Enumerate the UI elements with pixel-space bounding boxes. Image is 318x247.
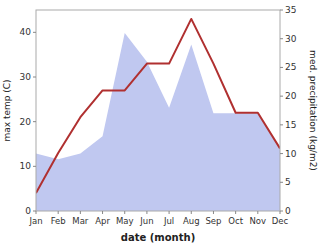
x-tick xyxy=(124,211,125,214)
y2-tick-label: 10 xyxy=(285,149,297,159)
y2-tick-label: 5 xyxy=(285,177,291,187)
y2-tick xyxy=(280,96,283,97)
chart: 0 10 20 30 40 0 5 10 15 20 25 30 35 Jan Feb Mar Apr May Ju… xyxy=(0,0,318,247)
x-tick-label: Jan xyxy=(28,216,42,226)
line xyxy=(36,19,280,193)
plot-frame xyxy=(36,10,280,211)
y-tick xyxy=(33,121,36,122)
x-tick-label: Dec xyxy=(272,216,289,226)
y-tick-label: 30 xyxy=(20,72,32,82)
y2-tick-label: 30 xyxy=(285,34,297,44)
y-tick xyxy=(33,77,36,78)
x-tick-label: Jun xyxy=(139,216,153,226)
x-tick xyxy=(58,211,59,214)
x-tick-label: Mar xyxy=(72,216,89,226)
y2-tick-label: 25 xyxy=(285,62,296,72)
x-tick xyxy=(213,211,214,214)
x-tick xyxy=(235,211,236,214)
x-tick xyxy=(80,211,81,214)
x-tick-label: Oct xyxy=(228,216,243,226)
x-tick xyxy=(102,211,103,214)
y2-tick xyxy=(280,67,283,68)
x-tick-label: Feb xyxy=(51,216,66,226)
y2-tick xyxy=(280,38,283,39)
x-tick-label: Aug xyxy=(183,216,200,226)
x-tick xyxy=(191,211,192,214)
x-tick xyxy=(169,211,170,214)
y-tick xyxy=(33,32,36,33)
x-tick-label: Sep xyxy=(205,216,221,226)
x-tick-label: Nov xyxy=(250,216,267,226)
y2-tick-label: 20 xyxy=(285,91,297,101)
x-tick xyxy=(36,211,37,214)
y2-axis-label: med. precipitation (kg/m2) xyxy=(308,50,318,171)
x-tick xyxy=(146,211,147,214)
y-tick-label: 40 xyxy=(20,27,32,37)
x-tick-label: Jul xyxy=(163,216,174,226)
y2-tick xyxy=(280,10,283,11)
x-tick xyxy=(280,211,281,214)
y2-tick xyxy=(280,124,283,125)
y-tick-label: 20 xyxy=(20,117,32,127)
y-tick-label: 0 xyxy=(25,206,31,216)
plot-area xyxy=(36,19,280,211)
x-tick-label: Apr xyxy=(95,216,110,226)
x-tick-label: May xyxy=(116,216,134,226)
x-tick xyxy=(257,211,258,214)
y2-tick-label: 0 xyxy=(285,206,291,216)
y-tick-label: 10 xyxy=(20,161,32,171)
y-tick xyxy=(33,166,36,167)
x-axis-label: date (month) xyxy=(121,232,195,243)
y2-tick-label: 15 xyxy=(285,120,296,130)
y2-tick-label: 35 xyxy=(285,5,296,15)
area xyxy=(36,33,280,211)
y-axis-label: max temp (C) xyxy=(2,79,12,141)
y2-tick xyxy=(280,182,283,183)
y2-tick xyxy=(280,153,283,154)
